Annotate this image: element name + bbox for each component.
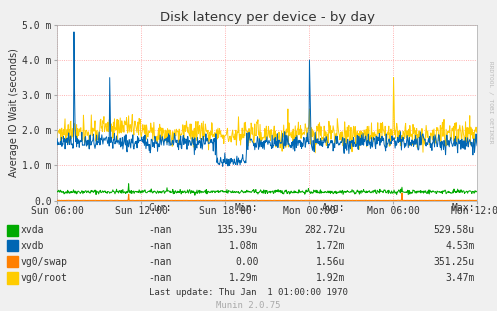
Title: Disk latency per device - by day: Disk latency per device - by day: [160, 11, 375, 24]
Text: xvdb: xvdb: [21, 241, 44, 251]
Text: vg0/swap: vg0/swap: [21, 257, 68, 267]
Text: Min:: Min:: [235, 203, 258, 213]
Text: xvda: xvda: [21, 225, 44, 235]
Text: 351.25u: 351.25u: [433, 257, 475, 267]
Text: 1.29m: 1.29m: [229, 273, 258, 283]
Text: Munin 2.0.75: Munin 2.0.75: [216, 301, 281, 310]
Text: -nan: -nan: [148, 273, 171, 283]
Text: 0.00: 0.00: [235, 257, 258, 267]
Text: 282.72u: 282.72u: [304, 225, 345, 235]
Text: -nan: -nan: [148, 225, 171, 235]
Text: 1.08m: 1.08m: [229, 241, 258, 251]
Text: vg0/root: vg0/root: [21, 273, 68, 283]
Text: 3.47m: 3.47m: [445, 273, 475, 283]
Text: Max:: Max:: [451, 203, 475, 213]
Text: 135.39u: 135.39u: [217, 225, 258, 235]
Text: Last update: Thu Jan  1 01:00:00 1970: Last update: Thu Jan 1 01:00:00 1970: [149, 288, 348, 297]
Text: -nan: -nan: [148, 241, 171, 251]
Text: 529.58u: 529.58u: [433, 225, 475, 235]
Text: 4.53m: 4.53m: [445, 241, 475, 251]
Text: 1.92m: 1.92m: [316, 273, 345, 283]
Text: 1.56u: 1.56u: [316, 257, 345, 267]
Text: Avg:: Avg:: [322, 203, 345, 213]
Text: 1.72m: 1.72m: [316, 241, 345, 251]
Y-axis label: Average IO Wait (seconds): Average IO Wait (seconds): [9, 48, 19, 177]
Text: -nan: -nan: [148, 257, 171, 267]
Text: RRDTOOL / TOBI OETIKER: RRDTOOL / TOBI OETIKER: [489, 61, 494, 144]
Text: Cur:: Cur:: [148, 203, 171, 213]
